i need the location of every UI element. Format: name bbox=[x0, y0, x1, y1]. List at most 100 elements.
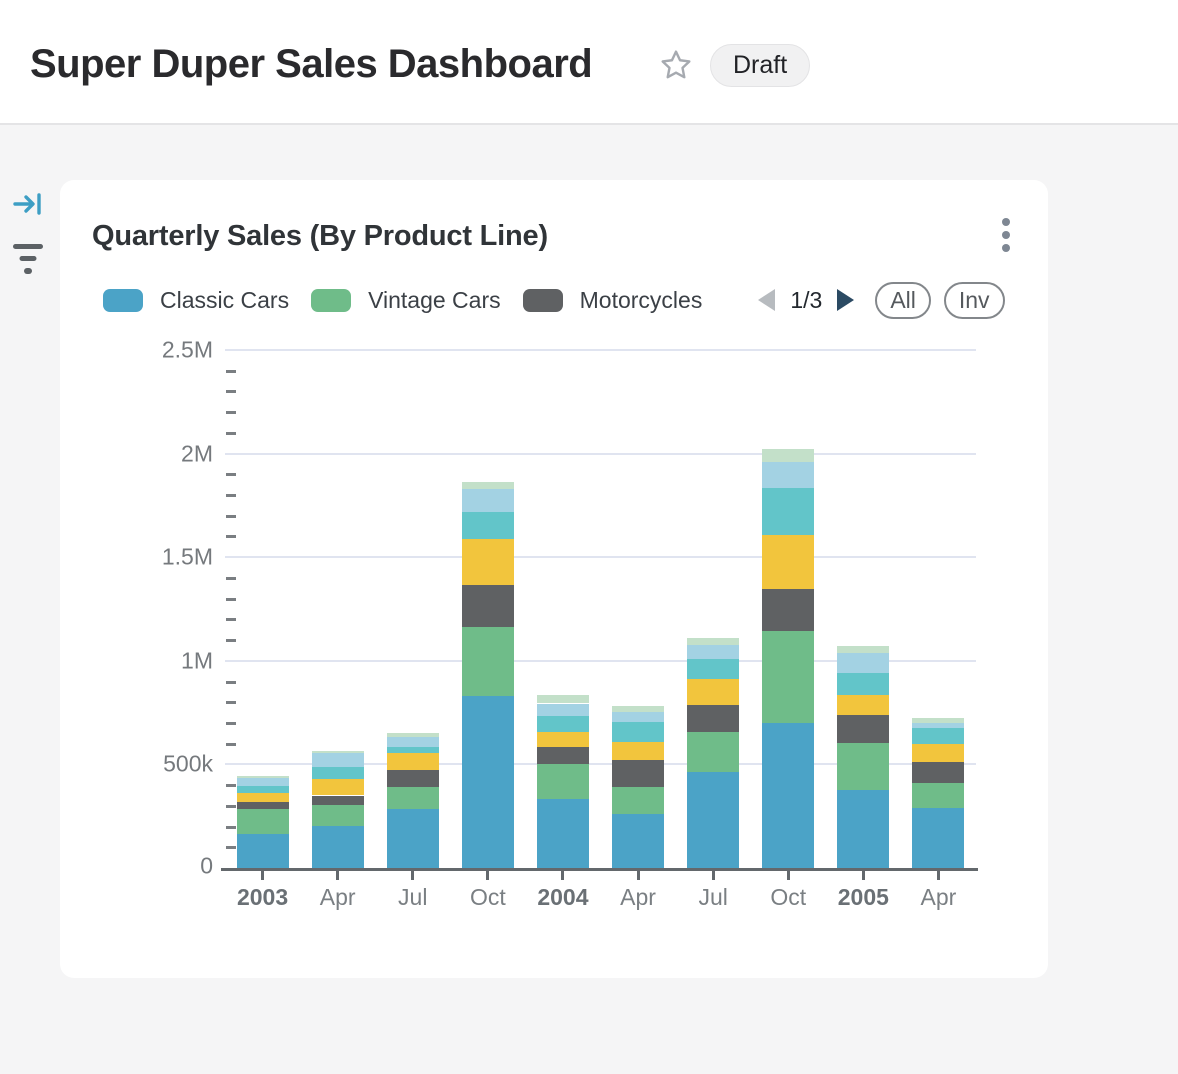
bar-segment-vintage-cars[interactable] bbox=[837, 742, 890, 791]
bar-segment-series-7-pale-green[interactable] bbox=[687, 638, 740, 646]
bar-segment-motorcycles[interactable] bbox=[236, 801, 289, 810]
bar-segment-classic-cars[interactable] bbox=[762, 722, 815, 868]
bar-segment-classic-cars[interactable] bbox=[236, 833, 289, 868]
bar-segment-series-6-light-blue[interactable] bbox=[536, 703, 589, 717]
bar-segment-series-6-light-blue[interactable] bbox=[912, 722, 965, 729]
bar-segment-classic-cars[interactable] bbox=[912, 807, 965, 868]
bar-segment-series-7-pale-green[interactable] bbox=[461, 482, 514, 489]
filter-button[interactable] bbox=[12, 242, 44, 282]
bar-segment-series-7-pale-green[interactable] bbox=[762, 449, 815, 462]
y-axis-label: 0 bbox=[200, 852, 213, 879]
bar-segment-classic-cars[interactable] bbox=[311, 825, 364, 868]
bar-segment-series-6-light-blue[interactable] bbox=[762, 461, 815, 489]
bar-oct-7 bbox=[762, 449, 815, 868]
bar-segment-vintage-cars[interactable] bbox=[612, 786, 665, 815]
x-axis-line bbox=[221, 868, 978, 871]
bar-segment-series-4-yellow[interactable] bbox=[612, 742, 665, 761]
bar-segment-motorcycles[interactable] bbox=[612, 760, 665, 787]
bar-segment-series-5-teal[interactable] bbox=[612, 722, 665, 743]
bar-segment-series-7-pale-green[interactable] bbox=[536, 695, 589, 704]
x-axis-tick bbox=[411, 871, 415, 880]
legend-item-classic-cars[interactable]: Classic Cars bbox=[103, 287, 289, 314]
bar-segment-series-5-teal[interactable] bbox=[762, 488, 815, 536]
bar-segment-series-7-pale-green[interactable] bbox=[311, 750, 364, 754]
bar-segment-vintage-cars[interactable] bbox=[461, 626, 514, 697]
bar-segment-motorcycles[interactable] bbox=[461, 585, 514, 627]
bar-segment-series-4-yellow[interactable] bbox=[762, 535, 815, 589]
bar-segment-series-4-yellow[interactable] bbox=[687, 679, 740, 705]
bar-segment-series-7-pale-green[interactable] bbox=[236, 775, 289, 779]
bar-segment-series-4-yellow[interactable] bbox=[912, 743, 965, 762]
bar-segment-motorcycles[interactable] bbox=[762, 588, 815, 632]
bar-segment-series-6-light-blue[interactable] bbox=[311, 753, 364, 767]
bar-segment-series-6-light-blue[interactable] bbox=[687, 645, 740, 660]
bar-segment-vintage-cars[interactable] bbox=[311, 804, 364, 826]
legend-next-button[interactable] bbox=[837, 289, 855, 311]
bar-segment-classic-cars[interactable] bbox=[612, 814, 665, 868]
bar-segment-classic-cars[interactable] bbox=[536, 798, 589, 868]
y-minor-tick bbox=[226, 390, 236, 394]
bar-segment-motorcycles[interactable] bbox=[837, 715, 890, 743]
y-minor-tick bbox=[226, 514, 236, 518]
chart-card: Quarterly Sales (By Product Line) Classi… bbox=[60, 180, 1048, 978]
bar-segment-vintage-cars[interactable] bbox=[762, 631, 815, 723]
bar-segment-vintage-cars[interactable] bbox=[912, 783, 965, 808]
bar-segment-series-5-teal[interactable] bbox=[687, 659, 740, 680]
bar-segment-series-5-teal[interactable] bbox=[236, 785, 289, 793]
bar-segment-series-4-yellow[interactable] bbox=[837, 695, 890, 716]
bar-segment-classic-cars[interactable] bbox=[687, 771, 740, 868]
bar-segment-vintage-cars[interactable] bbox=[386, 787, 439, 809]
bar-segment-classic-cars[interactable] bbox=[837, 790, 890, 868]
legend-invert-button[interactable]: Inv bbox=[943, 281, 1005, 319]
more-options-button[interactable] bbox=[996, 218, 1016, 258]
chart-title: Quarterly Sales (By Product Line) bbox=[92, 220, 548, 252]
bar-segment-motorcycles[interactable] bbox=[386, 769, 439, 787]
legend-select-all-button[interactable]: All bbox=[875, 281, 931, 319]
bar-segment-series-5-teal[interactable] bbox=[536, 716, 589, 732]
bar-segment-series-4-yellow[interactable] bbox=[461, 538, 514, 586]
bar-segment-series-7-pale-green[interactable] bbox=[386, 732, 439, 737]
bar-segment-motorcycles[interactable] bbox=[311, 795, 364, 805]
bar-segment-motorcycles[interactable] bbox=[687, 704, 740, 732]
collapse-panel-button[interactable] bbox=[12, 188, 44, 225]
bar-segment-series-5-teal[interactable] bbox=[386, 746, 439, 753]
y-minor-tick bbox=[226, 804, 236, 808]
app-header: Super Duper Sales Dashboard Draft bbox=[0, 0, 1178, 125]
bar-segment-vintage-cars[interactable] bbox=[236, 809, 289, 834]
bar-segment-series-4-yellow[interactable] bbox=[311, 779, 364, 796]
legend-item-vintage-cars[interactable]: Vintage Cars bbox=[311, 287, 501, 314]
bar-segment-series-5-teal[interactable] bbox=[912, 728, 965, 744]
x-axis-label: Jul bbox=[398, 884, 428, 910]
bar-segment-classic-cars[interactable] bbox=[461, 696, 514, 868]
bar-segment-motorcycles[interactable] bbox=[536, 747, 589, 765]
bar-segment-series-5-teal[interactable] bbox=[837, 672, 890, 695]
bar-segment-series-4-yellow[interactable] bbox=[386, 752, 439, 770]
x-axis-label: 2004 bbox=[537, 884, 589, 910]
y-minor-tick bbox=[226, 784, 236, 788]
bar-segment-series-6-light-blue[interactable] bbox=[236, 778, 289, 786]
bar-segment-series-7-pale-green[interactable] bbox=[912, 718, 965, 723]
bar-segment-series-6-light-blue[interactable] bbox=[386, 736, 439, 747]
bar-segment-series-6-light-blue[interactable] bbox=[837, 652, 890, 673]
legend-item-motorcycles[interactable]: Motorcycles bbox=[522, 287, 702, 314]
bar-segment-series-7-pale-green[interactable] bbox=[837, 645, 890, 653]
bar-segment-series-6-light-blue[interactable] bbox=[612, 712, 665, 723]
y-axis-label: 1M bbox=[181, 647, 213, 674]
bar-segment-motorcycles[interactable] bbox=[912, 761, 965, 784]
y-minor-tick bbox=[226, 411, 236, 415]
legend-prev-button[interactable] bbox=[758, 289, 776, 311]
bar-segment-vintage-cars[interactable] bbox=[536, 764, 589, 799]
x-axis-label: Jul bbox=[698, 884, 728, 910]
x-axis-label: Apr bbox=[620, 884, 656, 910]
bar-segment-series-7-pale-green[interactable] bbox=[612, 706, 665, 713]
bar-segment-series-4-yellow[interactable] bbox=[536, 731, 589, 748]
bar-segment-vintage-cars[interactable] bbox=[687, 731, 740, 772]
bar-segment-series-5-teal[interactable] bbox=[311, 766, 364, 780]
bar-segment-classic-cars[interactable] bbox=[386, 808, 439, 868]
gridline bbox=[225, 659, 976, 662]
bar-segment-series-4-yellow[interactable] bbox=[236, 792, 289, 802]
bar-segment-series-5-teal[interactable] bbox=[461, 512, 514, 539]
bar-segment-series-6-light-blue[interactable] bbox=[461, 488, 514, 513]
x-axis-label: Apr bbox=[920, 884, 957, 910]
favorite-star-icon[interactable] bbox=[659, 48, 693, 82]
